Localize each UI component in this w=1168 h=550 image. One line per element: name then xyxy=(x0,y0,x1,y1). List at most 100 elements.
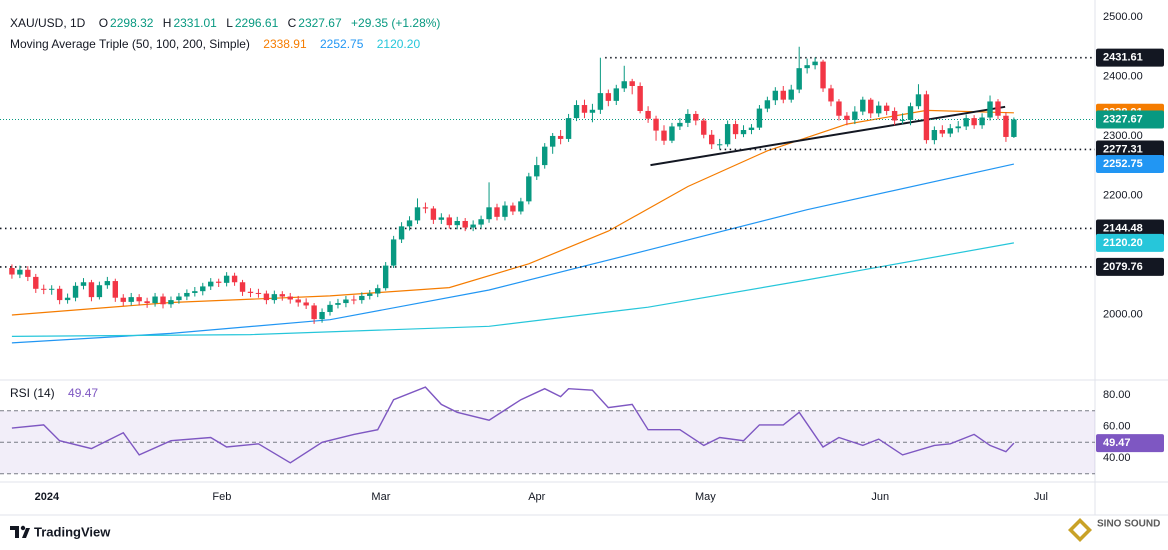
candle-body xyxy=(852,111,858,120)
candle-body xyxy=(756,108,763,128)
moving-average-line xyxy=(11,242,1015,337)
rsi-value: 49.47 xyxy=(68,386,99,400)
candle-body xyxy=(899,119,906,121)
candle-body xyxy=(621,81,627,89)
moving-average-line xyxy=(11,163,1015,344)
candle-body xyxy=(343,299,349,304)
candle-body xyxy=(80,282,87,286)
candle-body xyxy=(176,296,182,301)
x-tick-label: May xyxy=(695,491,716,503)
rsi-value-label: 49.47 xyxy=(1103,437,1131,449)
trendline xyxy=(650,105,1006,167)
candle-body xyxy=(542,146,548,166)
candle-body xyxy=(112,281,119,298)
candle-body xyxy=(271,294,278,301)
candle-body xyxy=(311,305,317,320)
candle-body xyxy=(287,296,293,300)
candle-body xyxy=(88,282,95,298)
candle-body xyxy=(780,90,786,100)
x-tick-label: Mar xyxy=(371,491,390,503)
candle-body xyxy=(891,110,898,121)
candle-body xyxy=(502,205,508,217)
candle-body xyxy=(263,293,270,301)
ma-label: 2120.20 xyxy=(1103,237,1143,249)
rsi-tick-label: 40.00 xyxy=(1103,452,1131,464)
candle-body xyxy=(597,93,604,110)
ohlc-value: 2327.67 xyxy=(298,16,342,30)
candle-body xyxy=(382,265,389,289)
candle-body xyxy=(303,302,309,306)
symbol-title: XAU/USD, 1D xyxy=(10,16,86,30)
candle-body xyxy=(168,300,174,305)
rsi-line xyxy=(11,386,1015,464)
candle-body xyxy=(581,105,588,113)
candle-body xyxy=(534,165,540,177)
level-label-bg xyxy=(1096,140,1164,159)
candle-body xyxy=(470,224,476,228)
ma-value: 2252.75 xyxy=(320,37,364,51)
candle-body xyxy=(931,130,938,141)
candle-body xyxy=(390,239,397,266)
ma-value: 2338.91 xyxy=(263,37,307,51)
x-tick-label: Feb xyxy=(212,491,231,503)
level-label-bg xyxy=(1096,219,1164,238)
candle-body xyxy=(963,118,969,127)
candle-body xyxy=(693,113,699,121)
watermark: SINO SOUND xyxy=(1097,519,1160,530)
y-tick-label: 2400.00 xyxy=(1103,70,1143,82)
candle-body xyxy=(939,130,946,134)
candle-body xyxy=(335,303,341,305)
candle-body xyxy=(56,288,63,301)
level-label: 2431.61 xyxy=(1103,52,1143,64)
candle-body xyxy=(430,208,437,220)
y-tick-label: 2300.00 xyxy=(1103,130,1143,142)
candle-body xyxy=(255,292,262,294)
x-tick-label: 2024 xyxy=(35,491,60,503)
ohlc-value: 2331.01 xyxy=(173,16,217,30)
candle-body xyxy=(613,88,619,101)
candle-body xyxy=(518,201,524,212)
candle-body xyxy=(510,205,516,212)
rsi-value-label-bg xyxy=(1096,434,1164,453)
candle-body xyxy=(947,128,953,134)
candle-body xyxy=(398,226,405,240)
candle-body xyxy=(486,207,492,220)
candle-body xyxy=(279,294,285,297)
candle-body xyxy=(987,101,993,118)
candle-body xyxy=(33,276,39,289)
candle-body xyxy=(740,130,747,135)
candle-body xyxy=(526,176,532,202)
change: +29.35 (+1.28%) xyxy=(351,16,441,30)
candle-body xyxy=(995,101,1001,116)
candle-body xyxy=(144,301,150,304)
candle-body xyxy=(200,286,206,292)
candle-body xyxy=(494,207,500,217)
candle-body xyxy=(120,297,126,302)
rsi-legend: RSI (14) 49.47 xyxy=(10,386,100,400)
candle-body xyxy=(406,220,413,227)
candle-body xyxy=(295,299,301,303)
candle-body xyxy=(351,299,357,301)
candle-body xyxy=(454,220,460,226)
candle-body xyxy=(772,90,779,101)
candle-body xyxy=(971,118,977,126)
candle-body xyxy=(748,127,755,131)
x-tick-label: Jun xyxy=(871,491,889,503)
candle-body xyxy=(764,100,771,109)
candle-body xyxy=(327,304,333,312)
candle-body xyxy=(319,311,325,320)
rsi-title: RSI (14) xyxy=(10,386,55,400)
rsi-tick-label: 80.00 xyxy=(1103,389,1131,401)
ohlc-value: 2298.32 xyxy=(110,16,154,30)
ma-label-bg xyxy=(1096,155,1164,174)
candle-body xyxy=(685,113,691,123)
candle-body xyxy=(446,217,452,226)
x-tick-label: Jul xyxy=(1034,491,1048,503)
ma-value: 2120.20 xyxy=(376,37,421,51)
candle-body xyxy=(907,106,914,120)
candle-body xyxy=(128,297,134,302)
candle-body xyxy=(247,291,254,293)
candle-body xyxy=(820,61,826,89)
ohlc-prefix: H xyxy=(162,16,172,30)
